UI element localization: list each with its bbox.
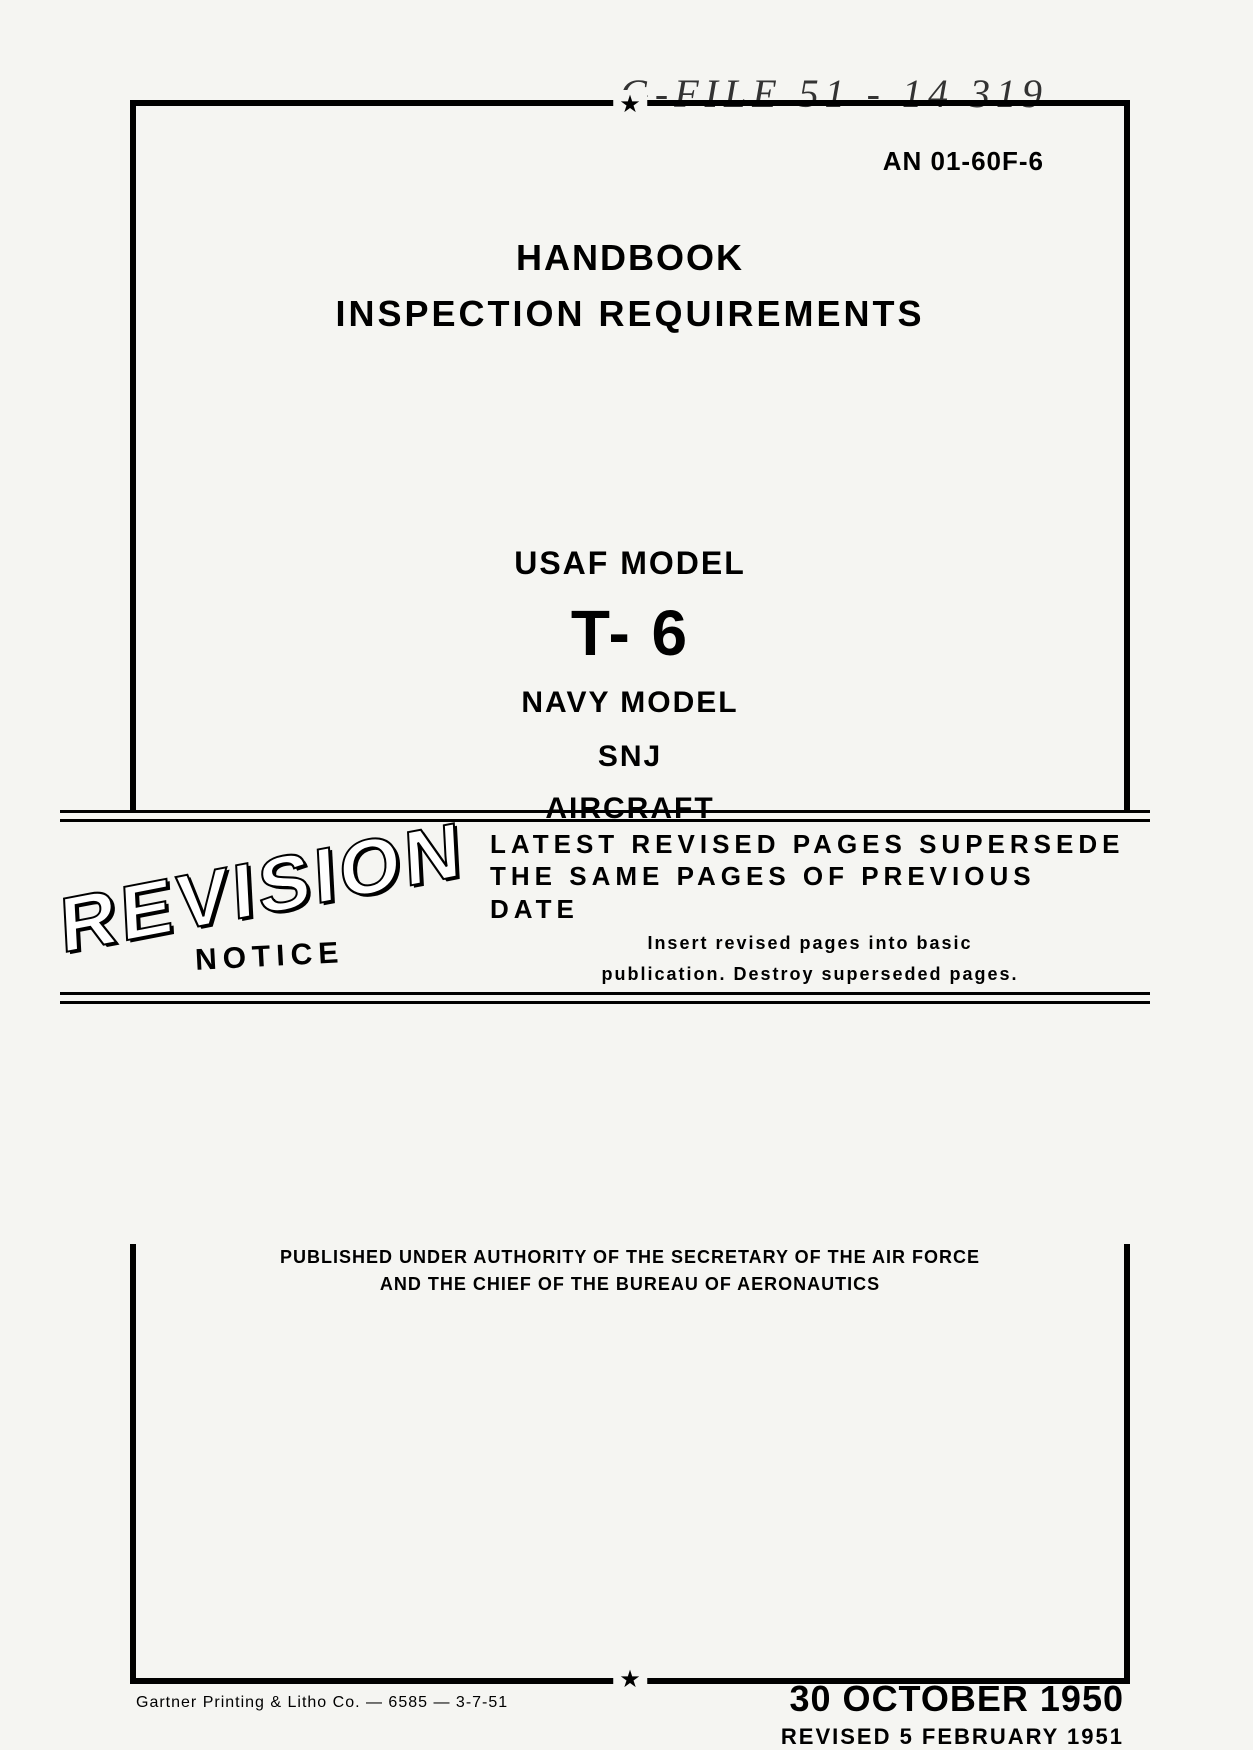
revision-word-block: REVISION NOTICE	[60, 822, 490, 992]
navy-designation: SNJ	[136, 740, 1124, 774]
star-icon: ★	[613, 90, 647, 119]
authority-line-2: AND THE CHIEF OF THE BUREAU OF AERONAUTI…	[136, 1271, 1124, 1298]
title-block: HANDBOOK INSPECTION REQUIREMENTS	[136, 237, 1124, 335]
document-number: AN 01-60F-6	[136, 146, 1124, 177]
revision-sub-1: Insert revised pages into basic	[490, 931, 1130, 955]
model-designation: T- 6	[136, 596, 1124, 670]
title-line-2: INSPECTION REQUIREMENTS	[136, 293, 1124, 335]
revision-notice-strip: REVISION NOTICE LATEST REVISED PAGES SUP…	[60, 822, 1150, 992]
usaf-model-label: USAF MODEL	[136, 545, 1124, 582]
revision-date: REVISED 5 FEBRUARY 1951	[781, 1724, 1124, 1750]
date-block: 30 OCTOBER 1950 REVISED 5 FEBRUARY 1951	[781, 1678, 1124, 1750]
authority-line-1: PUBLISHED UNDER AUTHORITY OF THE SECRETA…	[136, 1244, 1124, 1271]
authority-statement: PUBLISHED UNDER AUTHORITY OF THE SECRETA…	[136, 1244, 1124, 1298]
double-rule-bottom	[60, 992, 1150, 1004]
printer-credit: Gartner Printing & Litho Co. — 6585 — 3-…	[136, 1694, 508, 1712]
title-line-1: HANDBOOK	[136, 237, 1124, 279]
lower-frame: PUBLISHED UNDER AUTHORITY OF THE SECRETA…	[130, 1244, 1130, 1684]
revision-text-block: LATEST REVISED PAGES SUPERSEDE THE SAME …	[490, 828, 1150, 986]
revision-headline-1: LATEST REVISED PAGES SUPERSEDE	[490, 828, 1130, 861]
publication-date: 30 OCTOBER 1950	[781, 1678, 1124, 1720]
model-block: USAF MODEL T- 6 NAVY MODEL SNJ AIRCRAFT	[136, 545, 1124, 826]
revision-sub-2: publication. Destroy superseded pages.	[490, 962, 1130, 986]
double-rule-top	[60, 810, 1150, 822]
revision-headline-2: THE SAME PAGES OF PREVIOUS DATE	[490, 860, 1130, 925]
star-icon: ★	[613, 1665, 647, 1694]
page-container: ★ AN 01-60F-6 HANDBOOK INSPECTION REQUIR…	[130, 100, 1130, 1684]
upper-frame: ★ AN 01-60F-6 HANDBOOK INSPECTION REQUIR…	[130, 100, 1130, 810]
navy-model-label: NAVY MODEL	[136, 686, 1124, 720]
notice-word: NOTICE	[194, 936, 345, 978]
